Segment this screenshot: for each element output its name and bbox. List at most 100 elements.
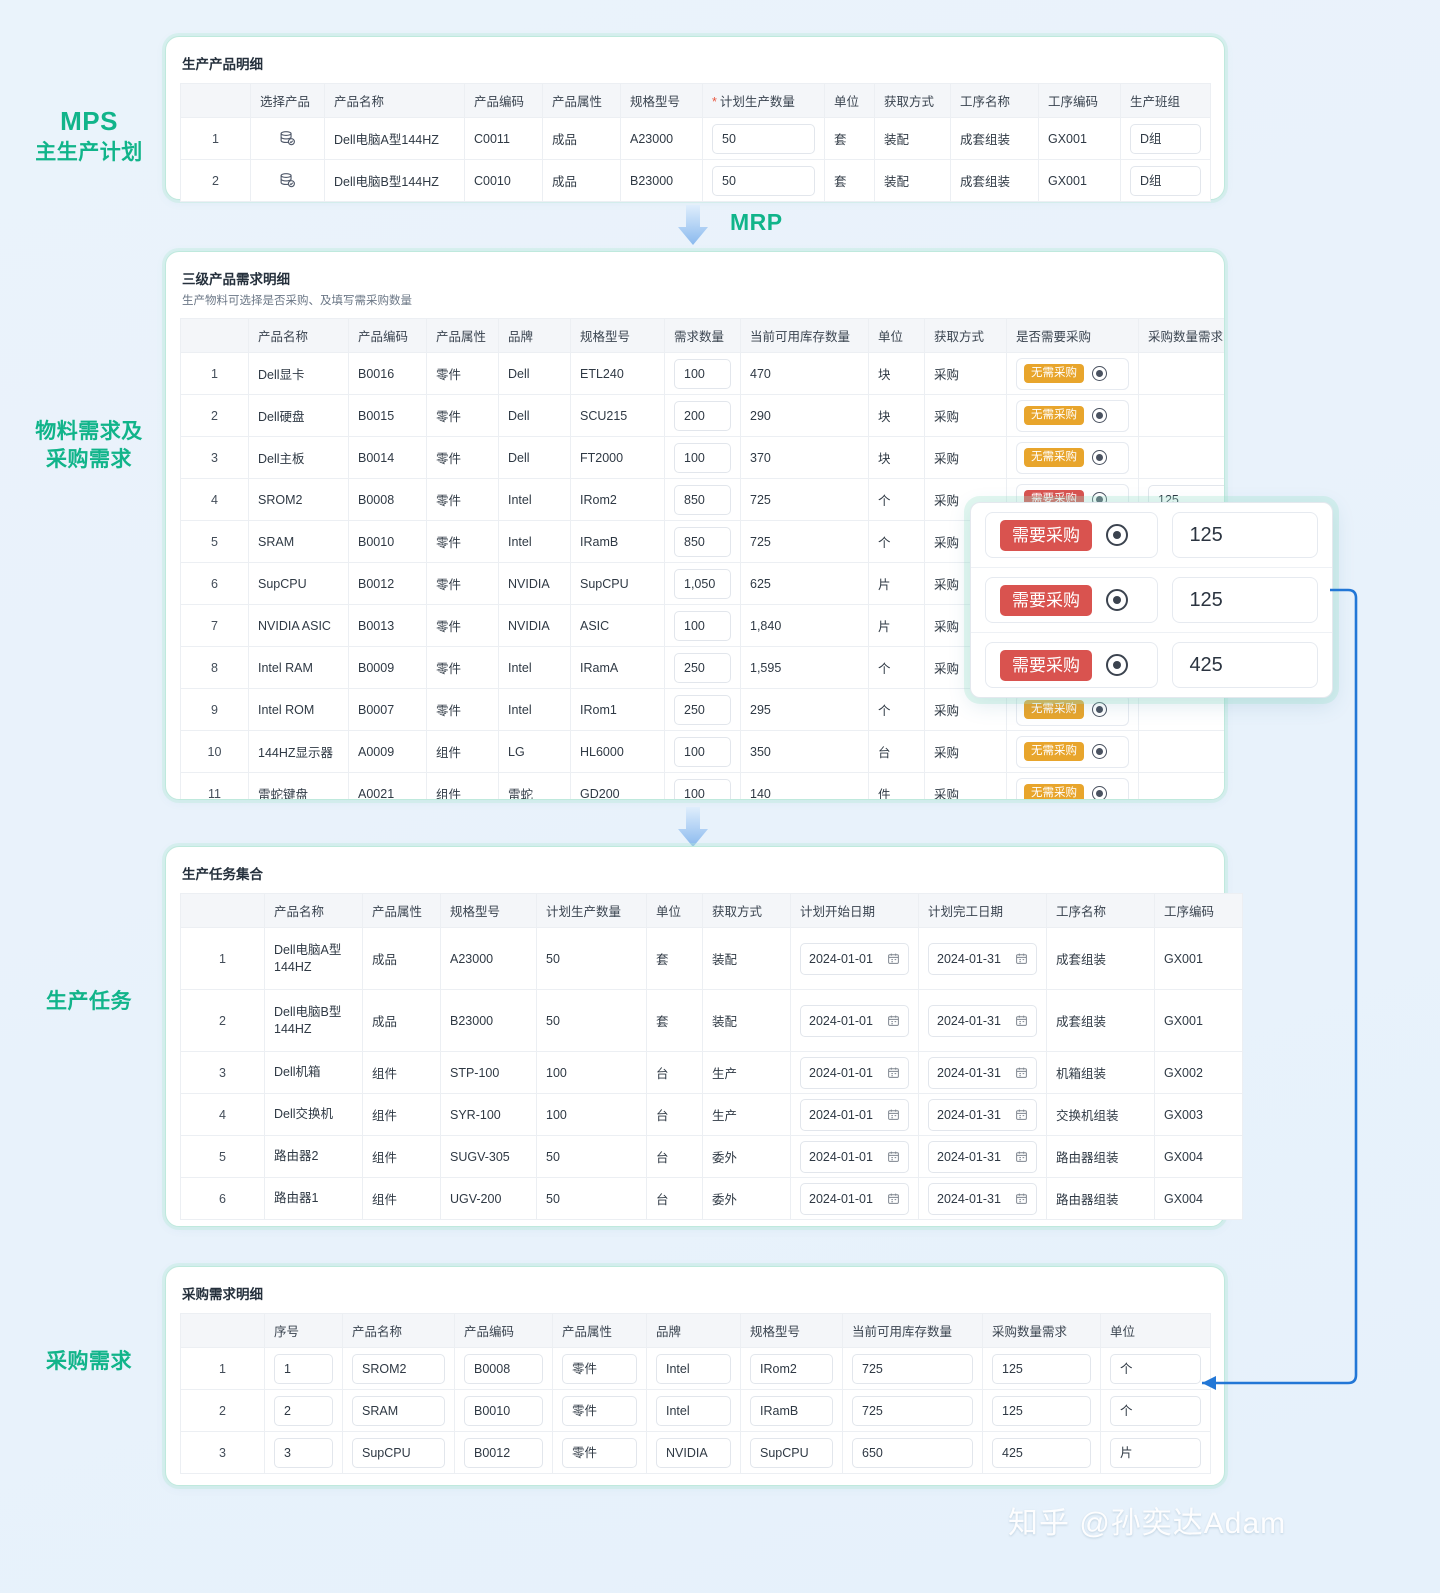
purchase-code-input[interactable]: B0008: [464, 1353, 543, 1384]
need-purchase-control[interactable]: 无需采购: [1016, 357, 1129, 390]
end-date-input[interactable]: 2024-01-31: [928, 1098, 1037, 1131]
demand-qty-input[interactable]: 100: [674, 778, 731, 799]
purchase-cell-brand[interactable]: Intel: [646, 1347, 741, 1390]
purchase-unit-input[interactable]: 个: [1110, 1395, 1201, 1426]
purchase-attr-input[interactable]: 零件: [562, 1353, 637, 1384]
mrp-cell-demand-qty[interactable]: 1,050: [664, 562, 741, 605]
mps-cell-plan-qty[interactable]: 50: [702, 159, 825, 202]
task-cell-start-date[interactable]: 2024-01-01: [790, 1093, 919, 1136]
purchase-status-badge[interactable]: 无需采购: [1024, 699, 1084, 720]
team-input[interactable]: D组: [1130, 123, 1201, 154]
end-date-input[interactable]: 2024-01-31: [928, 1056, 1037, 1089]
popup-need-purchase-control[interactable]: 需要采购: [985, 642, 1159, 688]
purchase-cell-product-code[interactable]: B0008: [454, 1347, 553, 1390]
purchase-cell-product-code[interactable]: B0010: [454, 1389, 553, 1432]
demand-qty-input[interactable]: 850: [674, 526, 731, 557]
purchase-status-badge[interactable]: 无需采购: [1024, 363, 1084, 384]
demand-qty-input[interactable]: 1,050: [674, 568, 731, 599]
start-date-input[interactable]: 2024-01-01: [800, 1140, 909, 1173]
demand-qty-input[interactable]: 250: [674, 652, 731, 683]
popup-purchase-radio[interactable]: [1106, 589, 1128, 611]
start-date-input[interactable]: 2024-01-01: [800, 1098, 909, 1131]
need-purchase-control[interactable]: 无需采购: [1016, 735, 1129, 768]
task-cell-end-date[interactable]: 2024-01-31: [918, 1093, 1047, 1136]
purchase-cell-unit[interactable]: 个: [1100, 1389, 1211, 1432]
purchase-cell-no[interactable]: 3: [264, 1431, 343, 1474]
purchase-radio[interactable]: [1092, 744, 1107, 759]
purchase-cell-product-name[interactable]: SRAM: [342, 1389, 455, 1432]
purchase-radio[interactable]: [1092, 702, 1107, 717]
purchase-radio[interactable]: [1092, 408, 1107, 423]
need-purchase-control[interactable]: 无需采购: [1016, 693, 1129, 726]
purchase-unit-input[interactable]: 个: [1110, 1353, 1201, 1384]
purchase-stock-input[interactable]: 725: [852, 1353, 973, 1384]
task-cell-start-date[interactable]: 2024-01-01: [790, 927, 919, 990]
mrp-cell-demand-qty[interactable]: 850: [664, 478, 741, 521]
mrp-cell-need-purchase[interactable]: 无需采购: [1006, 730, 1139, 773]
purchase-brand-input[interactable]: Intel: [656, 1395, 731, 1426]
purchase-cell-product-code[interactable]: B0012: [454, 1431, 553, 1474]
purchase-status-badge[interactable]: 无需采购: [1024, 447, 1084, 468]
purchase-name-input[interactable]: SupCPU: [352, 1437, 445, 1468]
purchase-cell-spec[interactable]: SupCPU: [740, 1431, 843, 1474]
end-date-input[interactable]: 2024-01-31: [928, 942, 1037, 975]
popup-purchase-qty-input[interactable]: 425: [1172, 642, 1318, 688]
purchase-cell-product-name[interactable]: SROM2: [342, 1347, 455, 1390]
purchase-unit-input[interactable]: 片: [1110, 1437, 1201, 1468]
task-cell-end-date[interactable]: 2024-01-31: [918, 989, 1047, 1052]
purchase-selection-popup[interactable]: 需要采购 125 需要采购 125 需要采购 425: [970, 502, 1333, 698]
purchase-no-input[interactable]: 2: [274, 1395, 333, 1426]
mrp-cell-demand-qty[interactable]: 850: [664, 520, 741, 563]
mrp-cell-demand-qty[interactable]: 100: [664, 436, 741, 479]
demand-qty-input[interactable]: 250: [674, 694, 731, 725]
purchase-cell-spec[interactable]: IRamB: [740, 1389, 843, 1432]
demand-qty-input[interactable]: 100: [674, 736, 731, 767]
purchase-cell-spec[interactable]: IRom2: [740, 1347, 843, 1390]
purchase-status-badge[interactable]: 无需采购: [1024, 405, 1084, 426]
demand-qty-input[interactable]: 100: [674, 610, 731, 641]
task-cell-start-date[interactable]: 2024-01-01: [790, 989, 919, 1052]
purchase-no-input[interactable]: 1: [274, 1353, 333, 1384]
demand-qty-input[interactable]: 850: [674, 484, 731, 515]
purchase-brand-input[interactable]: Intel: [656, 1353, 731, 1384]
mrp-cell-demand-qty[interactable]: 100: [664, 730, 741, 773]
mrp-cell-demand-qty[interactable]: 250: [664, 646, 741, 689]
purchase-cell-no[interactable]: 2: [264, 1389, 343, 1432]
task-cell-start-date[interactable]: 2024-01-01: [790, 1135, 919, 1178]
demand-qty-input[interactable]: 200: [674, 400, 731, 431]
plan-qty-input[interactable]: 50: [712, 165, 815, 196]
mrp-cell-demand-qty[interactable]: 100: [664, 604, 741, 647]
team-input[interactable]: D组: [1130, 165, 1201, 196]
start-date-input[interactable]: 2024-01-01: [800, 1004, 909, 1037]
purchase-cell-no[interactable]: 1: [264, 1347, 343, 1390]
mrp-cell-need-purchase[interactable]: 无需采购: [1006, 352, 1139, 395]
task-cell-end-date[interactable]: 2024-01-31: [918, 927, 1047, 990]
database-check-icon[interactable]: [250, 159, 325, 202]
popup-purchase-qty-input[interactable]: 125: [1172, 577, 1318, 623]
purchase-cell-purchase-qty[interactable]: 125: [982, 1347, 1101, 1390]
purchase-spec-input[interactable]: SupCPU: [750, 1437, 833, 1468]
task-cell-end-date[interactable]: 2024-01-31: [918, 1135, 1047, 1178]
purchase-cell-product-attr[interactable]: 零件: [552, 1389, 647, 1432]
demand-qty-input[interactable]: 100: [674, 442, 731, 473]
purchase-stock-input[interactable]: 650: [852, 1437, 973, 1468]
purchase-cell-unit[interactable]: 片: [1100, 1431, 1211, 1474]
task-cell-start-date[interactable]: 2024-01-01: [790, 1051, 919, 1094]
purchase-cell-stock-qty[interactable]: 725: [842, 1389, 983, 1432]
purchase-spec-input[interactable]: IRom2: [750, 1353, 833, 1384]
popup-purchase-status-badge[interactable]: 需要采购: [1000, 584, 1092, 616]
popup-purchase-status-badge[interactable]: 需要采购: [1000, 649, 1092, 681]
mps-cell-plan-qty[interactable]: 50: [702, 117, 825, 160]
need-purchase-control[interactable]: 无需采购: [1016, 441, 1129, 474]
purchase-brand-input[interactable]: NVIDIA: [656, 1437, 731, 1468]
purchase-radio[interactable]: [1092, 450, 1107, 465]
task-cell-end-date[interactable]: 2024-01-31: [918, 1177, 1047, 1220]
mrp-cell-demand-qty[interactable]: 100: [664, 772, 741, 799]
purchase-attr-input[interactable]: 零件: [562, 1395, 637, 1426]
purchase-no-input[interactable]: 3: [274, 1437, 333, 1468]
start-date-input[interactable]: 2024-01-01: [800, 1056, 909, 1089]
purchase-name-input[interactable]: SROM2: [352, 1353, 445, 1384]
purchase-cell-purchase-qty[interactable]: 425: [982, 1431, 1101, 1474]
need-purchase-control[interactable]: 无需采购: [1016, 777, 1129, 799]
database-check-icon[interactable]: [250, 117, 325, 160]
